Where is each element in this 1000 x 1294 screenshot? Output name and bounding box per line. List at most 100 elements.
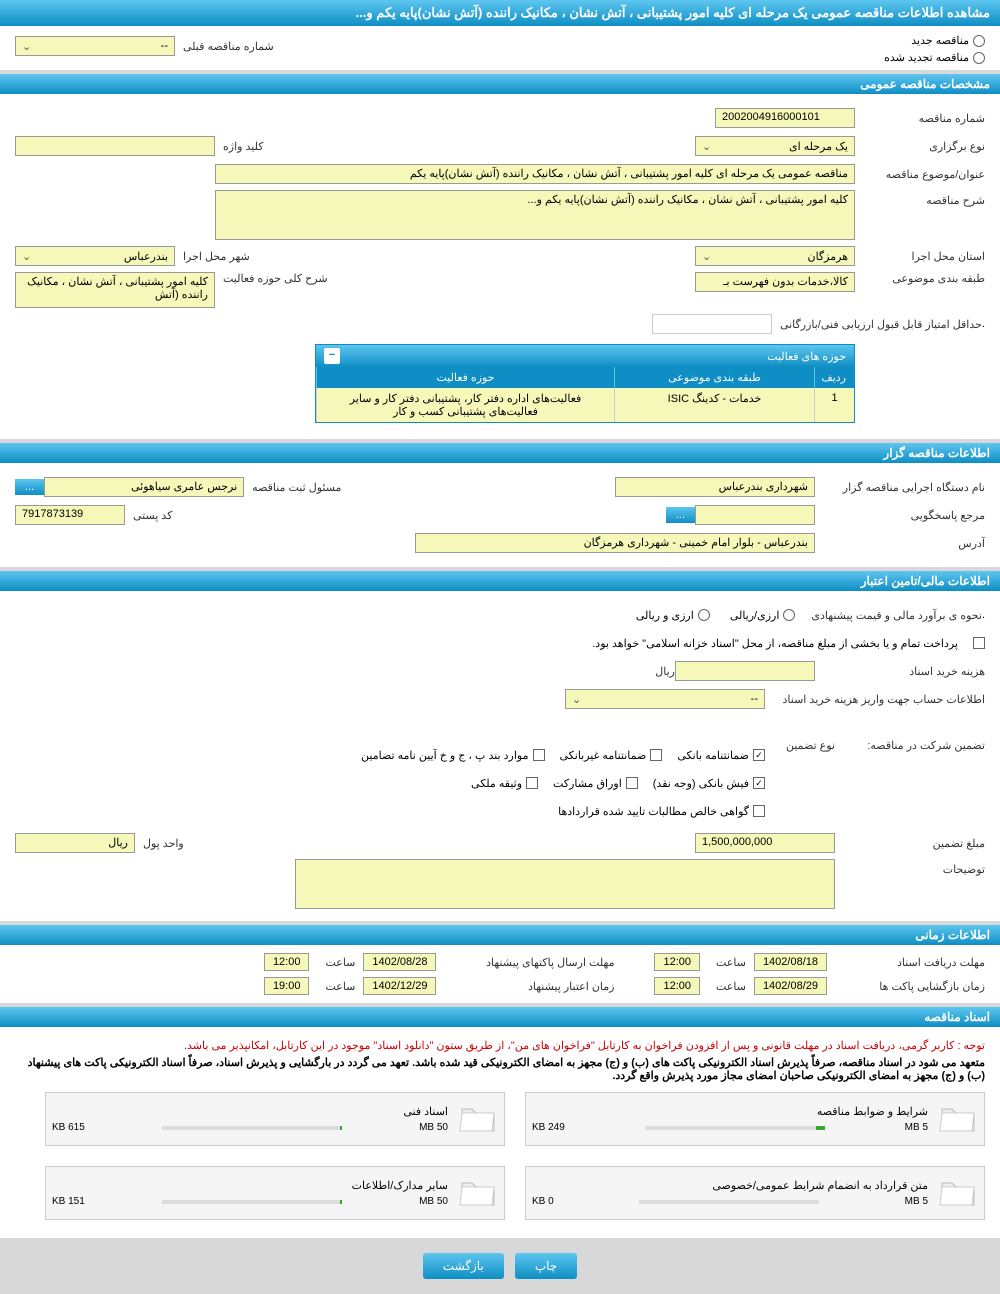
cell-scope: فعالیت‌های اداره دفتر کار، پشتیبانی دفتر…	[316, 388, 614, 422]
chk-property-label: وثیقه ملکی	[471, 777, 522, 790]
col-cat-header: طبقه بندی موضوعی	[614, 367, 814, 388]
time-label-3: ساعت	[708, 980, 746, 993]
tender-number-label: شماره مناقصه	[855, 112, 985, 125]
file-size: 249 KB	[532, 1122, 565, 1133]
category-label: طبقه بندی موضوعی	[855, 272, 985, 285]
radio-renewed[interactable]	[973, 52, 985, 64]
minimize-icon[interactable]: −	[324, 348, 340, 364]
responder-field[interactable]	[695, 505, 815, 525]
responder-lookup-button[interactable]: ...	[666, 507, 695, 523]
section-timing-header: اطلاعات زمانی	[0, 925, 1000, 945]
doc-cost-label: هزینه خرید اسناد	[815, 665, 985, 678]
main-title: مشاهده اطلاعات مناقصه عمومی یک مرحله ای …	[0, 0, 1000, 26]
print-button[interactable]: چاپ	[515, 1253, 577, 1279]
currency-label: واحد پول	[135, 837, 184, 850]
chevron-down-icon: ⌄	[702, 140, 711, 153]
doc-cost-field[interactable]	[675, 661, 815, 681]
keyword-field[interactable]	[15, 136, 215, 156]
scope-field[interactable]: کلیه امور پشتیبانی ، آتش نشان ، مکانیک ر…	[15, 272, 215, 308]
account-dropdown[interactable]: --⌄	[565, 689, 765, 709]
radio-new[interactable]	[973, 35, 985, 47]
city-label: شهر محل اجرا	[175, 250, 250, 263]
open-time-label: زمان بازگشایی پاکت ها	[835, 980, 985, 993]
category-field[interactable]: کالا،خدمات بدون فهرست بـ	[695, 272, 855, 292]
receive-deadline-label: مهلت دریافت اسناد	[835, 956, 985, 969]
org-label: نام دستگاه اجرایی مناقصه گزار	[815, 481, 985, 494]
section-financial-header: اطلاعات مالی/تامین اعتبار	[0, 571, 1000, 591]
chk-bank-guarantee[interactable]	[753, 749, 765, 761]
file-max: 50 MB	[419, 1122, 448, 1133]
file-box-technical[interactable]: اسناد فنی 50 MB 615 KB	[45, 1092, 505, 1146]
radio-arz[interactable]	[698, 609, 710, 621]
file-box-other[interactable]: سایر مدارک/اطلاعات 50 MB 151 KB	[45, 1166, 505, 1220]
file-title: متن قرارداد به انضمام شرایط عمومی/خصوصی	[532, 1179, 928, 1192]
prev-number-label: شماره مناقصه قبلی	[175, 40, 274, 53]
address-label: آدرس	[815, 537, 985, 550]
section-docs-header: اسناد مناقصه	[0, 1007, 1000, 1027]
chk-bank-receipt[interactable]	[753, 777, 765, 789]
explanation-label: توضیحات	[835, 859, 985, 876]
radio-rial-label: ارزی/ریالی	[730, 609, 780, 622]
province-dropdown[interactable]: هرمزگان⌄	[695, 246, 855, 266]
chk-certificate[interactable]	[753, 805, 765, 817]
file-box-contract[interactable]: متن قرارداد به انضمام شرایط عمومی/خصوصی …	[525, 1166, 985, 1220]
postal-field: 7917873139	[15, 505, 125, 525]
subject-label: عنوان/موضوع مناقصه	[855, 168, 985, 181]
guarantee-type-label: نوع تضمین	[765, 739, 835, 752]
min-score-field[interactable]	[652, 314, 772, 334]
open-date-field[interactable]: 1402/08/29	[754, 977, 827, 995]
folder-icon	[458, 1173, 498, 1213]
validity-time-field[interactable]: 19:00	[264, 977, 310, 995]
account-label: اطلاعات حساب جهت واریز هزینه خرید اسناد	[765, 693, 985, 706]
file-max: 50 MB	[419, 1196, 448, 1207]
estimate-label: نحوه ی برآورد مالی و قیمت پیشنهادی	[803, 609, 982, 622]
file-max: 5 MB	[905, 1196, 928, 1207]
open-time-field[interactable]: 12:00	[654, 977, 700, 995]
type-dropdown[interactable]: یک مرحله ای⌄	[695, 136, 855, 156]
chk-other-label: موارد بند پ ، ج و خ آیین نامه تضامین	[361, 749, 528, 762]
validity-date-field[interactable]: 1402/12/29	[363, 977, 436, 995]
province-label: استان محل اجرا	[855, 250, 985, 263]
guarantee-label: تضمین شرکت در مناقصه:	[835, 739, 985, 752]
col-idx-header: ردیف	[814, 367, 854, 388]
time-label-4: ساعت	[317, 980, 355, 993]
send-date-field[interactable]: 1402/08/28	[363, 953, 436, 971]
cell-idx: 1	[814, 388, 854, 422]
receive-time-field[interactable]: 12:00	[654, 953, 700, 971]
radio-rial[interactable]	[783, 609, 795, 621]
file-box-conditions[interactable]: شرایط و ضوابط مناقصه 5 MB 249 KB	[525, 1092, 985, 1146]
payment-checkbox[interactable]	[973, 637, 985, 649]
chk-nonbank-guarantee[interactable]	[650, 749, 662, 761]
address-field: بندرعباس - بلوار امام خمینی - شهرداری هر…	[415, 533, 815, 553]
folder-icon	[938, 1099, 978, 1139]
explanation-field[interactable]	[295, 859, 835, 909]
activity-table-title: حوزه های فعالیت	[767, 350, 846, 363]
chevron-down-icon: ⌄	[22, 40, 31, 53]
time-label: ساعت	[708, 956, 746, 969]
desc-field[interactable]: کلیه امور پشتیبانی ، آتش نشان ، مکانیک ر…	[215, 190, 855, 240]
radio-arz-label: ارزی و ریالی	[636, 609, 694, 622]
chk-participation-label: اوراق مشارکت	[553, 777, 622, 790]
section-holder-header: اطلاعات مناقصه گزار	[0, 443, 1000, 463]
radio-renewed-label: مناقصه تجدید شده	[884, 51, 969, 64]
file-size: 0 KB	[532, 1196, 554, 1207]
prev-number-dropdown[interactable]: --⌄	[15, 36, 175, 56]
subject-field[interactable]: مناقصه عمومی یک مرحله ای کلیه امور پشتیب…	[215, 164, 855, 184]
scope-label: شرح کلی حوزه فعالیت	[215, 272, 328, 285]
receive-date-field[interactable]: 1402/08/18	[754, 953, 827, 971]
chk-participation[interactable]	[626, 777, 638, 789]
city-dropdown[interactable]: بندرعباس⌄	[15, 246, 175, 266]
type-label: نوع برگزاری	[855, 140, 985, 153]
send-time-field[interactable]: 12:00	[264, 953, 310, 971]
notice-commit: متعهد می شود در اسناد مناقصه، صرفاً پذیر…	[15, 1056, 985, 1082]
chk-other[interactable]	[533, 749, 545, 761]
file-size: 615 KB	[52, 1122, 85, 1133]
file-max: 5 MB	[905, 1122, 928, 1133]
currency-field: ریال	[15, 833, 135, 853]
registrar-lookup-button[interactable]: ...	[15, 479, 44, 495]
notice-user: توجه : کاربر گرمی، دریافت اسناد در مهلت …	[15, 1039, 985, 1052]
chk-property[interactable]	[526, 777, 538, 789]
registrar-label: مسئول ثبت مناقصه	[244, 481, 341, 494]
back-button[interactable]: بازگشت	[423, 1253, 504, 1279]
postal-label: کد پستی	[125, 509, 172, 522]
